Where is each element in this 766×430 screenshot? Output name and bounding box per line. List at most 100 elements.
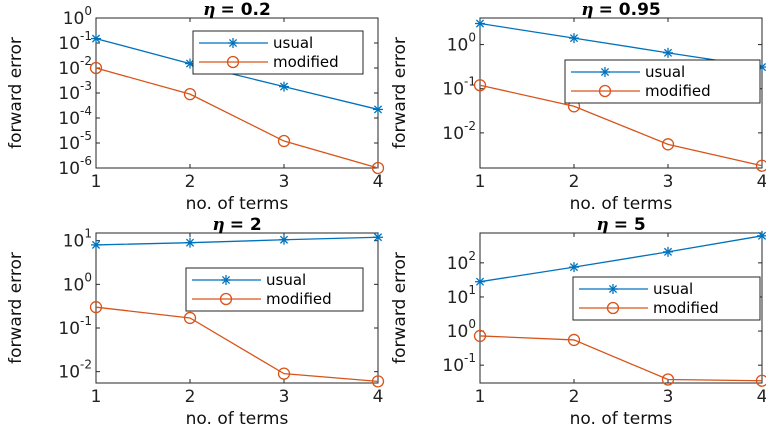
y-tick-label: 101 [63, 227, 92, 252]
chart-title: η = 2 [212, 215, 261, 235]
chart-title: η = 0.95 [581, 0, 660, 20]
series-line-usual [479, 235, 763, 283]
x-tick-label: 3 [663, 387, 674, 407]
y-tick-label: 100 [447, 31, 476, 56]
legend-label-modified: modified [266, 290, 332, 308]
y-tick-label: 10-2 [58, 358, 92, 383]
x-tick-label: 2 [185, 172, 196, 192]
legend-box [185, 267, 364, 312]
legend-label-modified: modified [273, 53, 339, 71]
data-point-modified [755, 159, 766, 172]
legend-label-modified: modified [645, 82, 711, 100]
y-axis-label: forward error [6, 252, 26, 364]
y-tick-label: 10-1 [58, 314, 92, 339]
legend-marker-usual [600, 67, 610, 77]
series-line-usual [95, 236, 379, 246]
x-axis-label: no. of terms [186, 409, 289, 429]
legend-marker-usual [608, 284, 618, 294]
y-tick-label: 10-1 [442, 75, 476, 100]
series-line-usual [95, 37, 379, 111]
data-point-modified [473, 329, 487, 343]
data-point-modified [371, 161, 385, 175]
data-point-usual [91, 239, 101, 250]
y-axis-label: forward error [390, 37, 410, 149]
x-axis-label: no. of terms [186, 194, 289, 214]
x-axis-label: no. of terms [570, 194, 673, 214]
legend-label-modified: modified [653, 299, 719, 317]
y-tick-label: 10-4 [58, 104, 92, 129]
data-point-modified [89, 301, 103, 314]
panel-3: 1 2 3 4 101 100 10-1 10-2 η = 2 no. of terms forwar… [6, 215, 385, 429]
data-point-usual [373, 104, 383, 115]
y-tick-label: 102 [447, 249, 476, 274]
data-point-usual [91, 33, 101, 44]
legend-label-usual: usual [653, 280, 693, 298]
data-point-usual [475, 276, 485, 287]
y-tick-label: 10-5 [58, 129, 92, 154]
data-point-modified [473, 79, 487, 92]
legend-box [564, 59, 761, 104]
legend-box [192, 30, 364, 75]
data-point-usual [663, 47, 673, 58]
data-point-modified [89, 61, 103, 75]
y-axis-label: forward error [390, 252, 410, 364]
data-point-modified [183, 87, 197, 101]
y-tick-label: 100 [63, 270, 92, 295]
y-tick-label: 10-3 [58, 79, 92, 104]
x-tick-label: 1 [91, 387, 102, 407]
x-tick-label: 2 [569, 172, 580, 192]
data-point-usual [569, 262, 579, 273]
legend-marker-usual [228, 38, 238, 48]
y-tick-label: 10-1 [442, 351, 476, 376]
legend-label-usual: usual [273, 34, 313, 52]
data-point-usual [279, 81, 289, 92]
legend-marker-usual [221, 275, 231, 285]
legend-marker-modified [219, 292, 233, 306]
series-line-modified [95, 67, 379, 169]
x-tick-label: 3 [663, 172, 674, 192]
data-point-modified [277, 134, 291, 148]
y-tick-label: 10-6 [58, 154, 92, 179]
legend-marker-modified [598, 84, 612, 98]
series-line-modified [95, 306, 379, 382]
data-point-modified [567, 333, 581, 347]
x-tick-label: 4 [757, 172, 766, 192]
data-point-modified [277, 367, 291, 380]
data-point-modified [661, 373, 675, 386]
data-point-usual [185, 237, 195, 248]
x-tick-label: 2 [569, 387, 580, 407]
legend-marker-modified [226, 55, 240, 69]
legend-marker-modified [606, 301, 620, 315]
data-point-usual [757, 230, 766, 241]
x-tick-label: 4 [757, 387, 766, 407]
y-axis-label: forward error [6, 37, 26, 149]
legend-label-usual: usual [266, 271, 306, 289]
data-point-modified [755, 374, 766, 387]
series-line-modified [479, 335, 763, 382]
data-point-modified [371, 375, 385, 388]
x-tick-label: 4 [373, 172, 384, 192]
panel-4: 1 2 3 4 102 101 100 10-1 η = 5 no. of terms forward… [390, 215, 766, 429]
legend-label-usual: usual [645, 63, 685, 81]
data-point-usual [373, 232, 383, 243]
y-tick-label: 100 [447, 317, 476, 342]
data-point-modified [661, 138, 675, 151]
series-line-modified [479, 84, 763, 167]
y-tick-label: 10-1 [58, 29, 92, 54]
data-point-modified [183, 311, 197, 325]
panel-2: 1 2 3 4 100 10-1 10-2 η = 0.95 no. of terms forwar… [390, 0, 766, 214]
x-tick-label: 2 [185, 387, 196, 407]
y-tick-label: 101 [447, 283, 476, 308]
data-point-usual [663, 246, 673, 257]
data-point-usual [475, 18, 485, 29]
x-tick-label: 3 [279, 387, 290, 407]
x-tick-label: 1 [91, 172, 102, 192]
data-point-usual [569, 33, 579, 44]
y-tick-label: 100 [63, 4, 92, 29]
